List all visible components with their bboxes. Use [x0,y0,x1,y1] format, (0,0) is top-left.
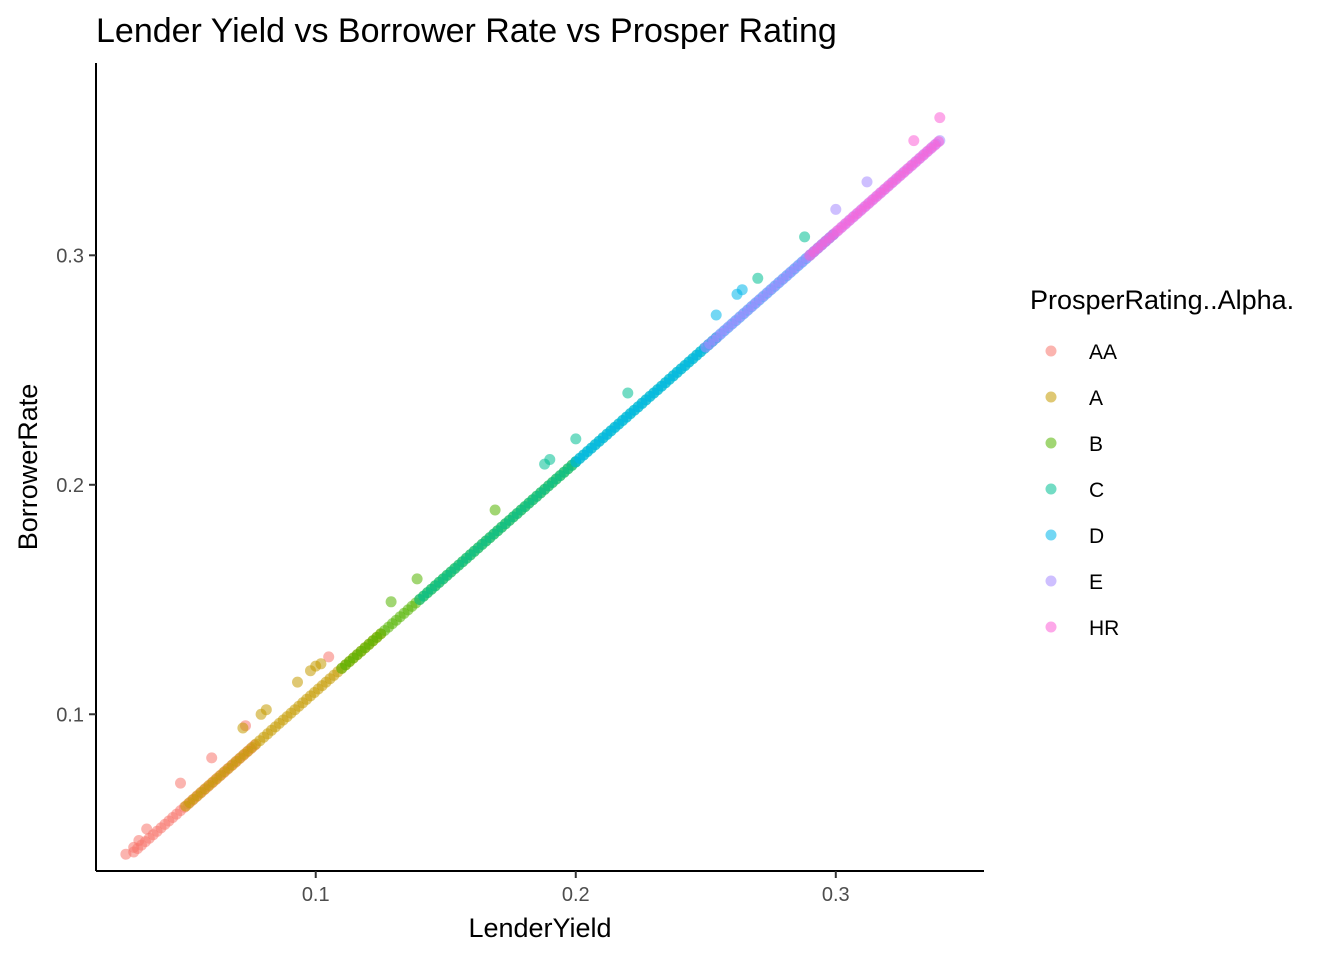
legend-label: A [1089,387,1103,410]
series-c [414,231,811,605]
data-point [736,284,748,296]
data-point [622,387,634,399]
y-tick-label: 0.3 [56,245,84,267]
legend-key [1045,529,1057,541]
data-point [544,454,556,465]
data-point [323,651,335,663]
data-point [489,504,501,516]
series-hr [804,112,946,261]
x-tick-label: 0.2 [562,884,590,906]
data-point [133,835,145,846]
y-tick-label: 0.1 [56,704,84,726]
data-point [175,777,186,789]
x-tick-label: 0.1 [302,884,330,906]
legend-key [1045,437,1057,449]
data-point [141,823,153,835]
data-point [411,573,423,585]
legend-item-aa: AA [1045,341,1117,364]
data-point [710,309,722,321]
data-point [260,704,272,716]
legend-item-e: E [1045,571,1103,594]
data-point [752,272,764,284]
chart-title: Lender Yield vs Borrower Rate vs Prosper… [96,12,837,50]
legend-label: AA [1089,341,1117,364]
y-tick-label: 0.2 [56,475,84,497]
legend-item-c: C [1045,479,1104,502]
legend-title: ProsperRating..Alpha. [1030,285,1294,315]
data-point [934,112,946,124]
plot-panel: 0.1 0.2 0.3 0.1 0.2 0.3 [56,63,984,906]
legend-label: D [1089,525,1104,548]
legend-label: E [1089,571,1103,594]
x-tick-label: 0.3 [822,884,850,906]
y-axis-title: BorrowerRate [13,384,43,551]
legend-key [1045,483,1057,495]
data-point [933,136,944,148]
legend-key [1045,621,1057,633]
x-axis-ticks: 0.1 0.2 0.3 [302,871,850,906]
data-point [206,752,218,764]
data-point [799,231,811,243]
data-point [237,722,249,734]
legend-key [1045,575,1057,587]
data-point [292,676,303,688]
legend-key [1045,345,1057,357]
legend-label: HR [1089,617,1119,640]
legend-item-hr: HR [1045,617,1119,640]
legend-item-a: A [1045,387,1103,410]
x-axis-title: LenderYield [468,913,611,943]
data-point [908,135,920,147]
y-axis-ticks: 0.1 0.2 0.3 [56,245,96,726]
data-points [120,112,946,860]
legend-key [1045,391,1057,403]
data-point [315,658,327,670]
data-point [120,848,132,860]
data-point [830,203,842,215]
legend-item-b: B [1045,433,1103,456]
legend-label: B [1089,433,1103,456]
data-point [570,433,582,445]
legend-item-d: D [1045,525,1104,548]
legend-label: C [1089,479,1104,502]
data-point [385,596,397,608]
data-point [861,176,873,188]
